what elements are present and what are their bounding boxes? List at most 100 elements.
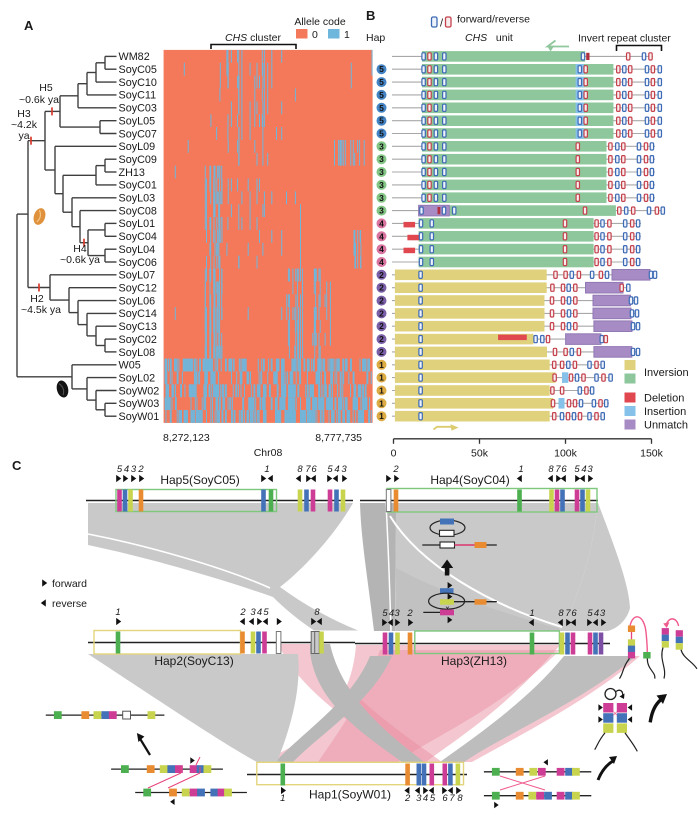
svg-text:1: 1: [379, 386, 384, 396]
svg-text:8: 8: [297, 464, 303, 475]
svg-text:4: 4: [389, 608, 394, 619]
svg-text:1: 1: [529, 608, 534, 619]
svg-text:5: 5: [379, 90, 384, 100]
svg-text:SoyL05: SoyL05: [119, 116, 156, 128]
svg-text:5: 5: [379, 116, 384, 126]
svg-text:7: 7: [305, 464, 311, 475]
svg-text:7: 7: [555, 464, 561, 475]
svg-text:2: 2: [379, 334, 384, 344]
svg-text:SoyW01: SoyW01: [119, 411, 160, 423]
svg-text:8: 8: [457, 793, 463, 804]
svg-text:SoyC09: SoyC09: [119, 154, 157, 166]
svg-text:2: 2: [379, 283, 384, 293]
svg-text:Hap5(SoyC05): Hap5(SoyC05): [160, 473, 239, 487]
svg-text:SoyC06: SoyC06: [119, 257, 157, 269]
svg-text:Deletion: Deletion: [644, 393, 684, 405]
svg-text:3: 3: [131, 464, 137, 475]
svg-text:SoyC04: SoyC04: [119, 231, 157, 243]
svg-text:8: 8: [548, 464, 554, 475]
svg-text:SoyC07: SoyC07: [119, 128, 157, 140]
svg-text:100k: 100k: [554, 448, 578, 460]
svg-text:SoyW02: SoyW02: [119, 385, 160, 397]
svg-text:SoyL03: SoyL03: [119, 193, 156, 205]
svg-text:reverse: reverse: [52, 598, 87, 610]
svg-text:SoyL02: SoyL02: [119, 372, 156, 384]
svg-text:3: 3: [587, 464, 593, 475]
svg-text:SoyC12: SoyC12: [119, 283, 157, 295]
svg-text:~0.6k ya: ~0.6k ya: [60, 254, 100, 266]
svg-text:8: 8: [558, 608, 564, 619]
svg-text:1: 1: [344, 29, 350, 41]
svg-text:1: 1: [379, 373, 384, 383]
svg-text:SoyC14: SoyC14: [119, 308, 157, 320]
svg-text:3: 3: [379, 141, 384, 151]
svg-text:1: 1: [379, 398, 384, 408]
svg-text:0: 0: [312, 29, 318, 41]
svg-text:H4: H4: [73, 243, 87, 255]
svg-text:7: 7: [565, 608, 571, 619]
svg-text:A: A: [24, 18, 34, 33]
svg-text:2: 2: [379, 296, 384, 306]
svg-text:8,272,123: 8,272,123: [163, 432, 210, 444]
svg-text:CHS cluster: CHS cluster: [225, 32, 282, 44]
svg-text:8,777,735: 8,777,735: [315, 432, 362, 444]
svg-text:~0.6k ya: ~0.6k ya: [19, 94, 59, 106]
svg-text:SoyL01: SoyL01: [119, 218, 156, 230]
svg-text:2: 2: [379, 321, 384, 331]
svg-text:ZH13: ZH13: [119, 167, 145, 179]
svg-text:2: 2: [379, 270, 384, 280]
svg-text:SoyC03: SoyC03: [119, 103, 157, 115]
svg-text:3: 3: [394, 608, 400, 619]
svg-text:SoyC05: SoyC05: [119, 64, 157, 76]
svg-text:Unmatch: Unmatch: [644, 420, 688, 432]
svg-text:3: 3: [379, 206, 384, 216]
svg-text:forward/reverse: forward/reverse: [457, 14, 530, 26]
svg-text:Chr08: Chr08: [254, 447, 283, 459]
svg-text:×: ×: [612, 709, 617, 719]
svg-text:1: 1: [379, 360, 384, 370]
svg-text:C: C: [12, 458, 22, 473]
svg-text:SoyL04: SoyL04: [119, 244, 156, 256]
svg-text:4: 4: [379, 244, 384, 254]
svg-text:2: 2: [392, 464, 399, 475]
svg-text:3: 3: [379, 154, 384, 164]
svg-text:1: 1: [115, 607, 120, 618]
svg-text:Hap: Hap: [366, 32, 385, 44]
svg-text:50k: 50k: [471, 448, 489, 460]
svg-text:4: 4: [581, 464, 586, 475]
svg-text:SoyC02: SoyC02: [119, 334, 157, 346]
svg-text:SoyW03: SoyW03: [119, 398, 160, 410]
svg-text:Inversion: Inversion: [644, 367, 689, 379]
svg-text:6: 6: [571, 608, 577, 619]
svg-text:8: 8: [314, 607, 320, 618]
svg-text:4: 4: [334, 464, 339, 475]
svg-text:4: 4: [379, 231, 384, 241]
svg-text:~4.5k ya: ~4.5k ya: [21, 304, 61, 316]
svg-text:6: 6: [442, 793, 448, 804]
svg-text:1: 1: [280, 793, 285, 804]
svg-text:~4.2k: ~4.2k: [11, 119, 38, 131]
svg-text:6: 6: [561, 464, 567, 475]
svg-text:Hap1(SoyW01): Hap1(SoyW01): [309, 788, 391, 802]
svg-text:SoyL08: SoyL08: [119, 347, 156, 359]
svg-text:SoyC08: SoyC08: [119, 205, 157, 217]
svg-text:4: 4: [594, 608, 599, 619]
svg-text:3: 3: [379, 167, 384, 177]
svg-text:3: 3: [341, 464, 347, 475]
svg-text:3: 3: [416, 793, 422, 804]
svg-text:4: 4: [124, 464, 129, 475]
svg-text:Hap3(ZH13): Hap3(ZH13): [441, 654, 507, 668]
svg-text:2: 2: [404, 793, 411, 804]
svg-text:1: 1: [379, 411, 384, 421]
svg-text:CHS unit: CHS unit: [465, 32, 513, 44]
svg-text:2: 2: [379, 308, 384, 318]
svg-text:5: 5: [379, 77, 384, 87]
svg-text:4: 4: [379, 257, 384, 267]
svg-text:×: ×: [445, 604, 450, 613]
svg-text:2: 2: [379, 347, 384, 357]
svg-text:W05: W05: [119, 360, 141, 372]
svg-text:Allele code: Allele code: [294, 16, 346, 28]
svg-text:5: 5: [574, 464, 580, 475]
svg-text:7: 7: [449, 793, 455, 804]
svg-text:Invert repeat cluster: Invert repeat cluster: [578, 33, 671, 45]
